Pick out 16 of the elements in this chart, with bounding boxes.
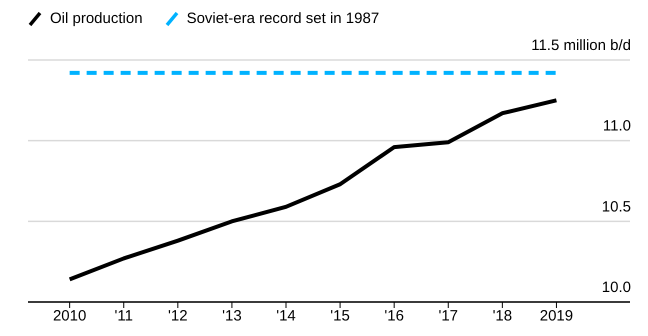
y-tick-label: 11.0 <box>602 118 631 135</box>
x-tick-label: '11 <box>114 308 133 325</box>
x-tick-label: '12 <box>168 308 188 325</box>
x-tick-label: 2010 <box>52 308 86 325</box>
x-tick-label: '16 <box>384 308 404 325</box>
legend-label: Oil production <box>50 10 143 27</box>
y-tick-label: 11.5 million b/d <box>531 37 631 54</box>
y-tick-label: 10.5 <box>602 198 631 216</box>
legend-label: Soviet-era record set in 1987 <box>186 10 380 27</box>
x-tick-label: 2019 <box>540 308 574 325</box>
x-tick-label: '18 <box>492 308 512 325</box>
y-tick-label: 10.0 <box>602 279 631 296</box>
x-tick-label: '15 <box>330 308 350 325</box>
x-tick-label: '13 <box>222 308 242 325</box>
x-tick-label: '14 <box>276 308 296 325</box>
x-tick-label: '17 <box>438 308 458 325</box>
